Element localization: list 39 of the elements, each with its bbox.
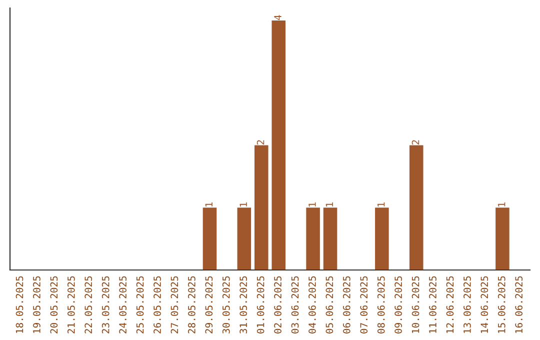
x-tick-label: 22.05.2025 (84, 276, 92, 334)
x-tick-label: 20.05.2025 (50, 276, 58, 334)
data-label: 1 (240, 202, 247, 206)
data-label: 1 (326, 202, 333, 206)
x-tick-label: 09.06.2025 (394, 276, 402, 334)
x-tick-label: 21.05.2025 (67, 276, 75, 334)
x-tick-label: 01.06.2025 (256, 276, 264, 334)
x-tick-label: 18.05.2025 (16, 276, 24, 333)
data-label: 4 (274, 15, 282, 20)
data-label: 1 (378, 202, 385, 206)
x-tick-label: 12.06.2025 (446, 276, 454, 333)
x-tick-label: 28.05.2025 (188, 276, 196, 334)
x-tick-label: 08.06.2025 (377, 276, 385, 334)
x-tick-label: 31.05.2025 (240, 276, 248, 334)
x-tick-label: 03.06.2025 (291, 276, 299, 334)
data-label: 1 (205, 202, 212, 206)
data-label: 1 (498, 202, 506, 206)
data-label: 2 (256, 140, 264, 145)
x-tick-label: 30.05.2025 (222, 276, 230, 334)
x-tick-label: 23.05.2025 (102, 276, 110, 334)
x-tick-label: 16.06.2025 (515, 276, 523, 333)
x-tick-label: 04.06.2025 (308, 276, 316, 334)
x-tick-label: 14.06.2025 (480, 276, 488, 333)
x-tick-label: 25.05.2025 (136, 276, 144, 334)
x-tick-label: 15.06.2025 (498, 276, 506, 333)
x-tick-label: 29.05.2025 (205, 276, 213, 334)
data-label: 2 (412, 140, 420, 145)
x-tick-label: 05.06.2025 (326, 276, 334, 334)
x-tick-label: 02.06.2025 (274, 276, 282, 334)
x-tick-label: 10.06.2025 (412, 276, 420, 333)
x-tick-label: 13.06.2025 (464, 276, 471, 333)
x-tick-label: 19.05.2025 (33, 276, 40, 333)
x-tick-label: 26.05.2025 (154, 276, 161, 334)
x-tick-label: 24.05.2025 (119, 276, 126, 334)
x-tick-label: 27.05.2025 (170, 276, 178, 334)
x-tick-label: 07.06.2025 (360, 276, 368, 334)
x-tick-label: 06.06.2025 (342, 276, 350, 334)
x-tick-label: 11.06.2025 (429, 276, 436, 333)
data-label: 1 (308, 202, 316, 206)
